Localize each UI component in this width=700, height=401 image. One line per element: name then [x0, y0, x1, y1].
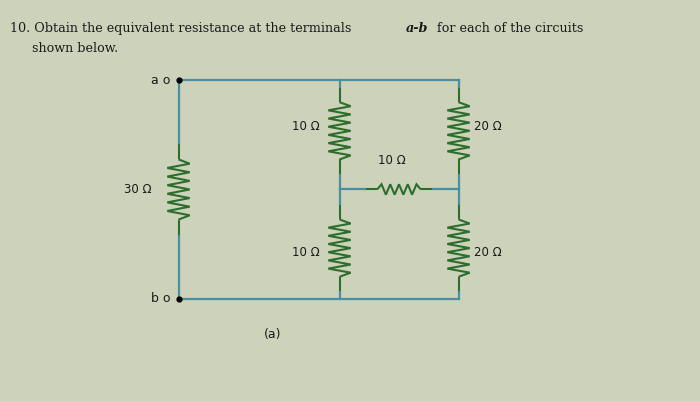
Text: shown below.: shown below.: [32, 42, 118, 55]
Text: 20 Ω: 20 Ω: [474, 120, 502, 133]
Text: for each of the circuits: for each of the circuits: [433, 22, 583, 35]
Text: (a): (a): [265, 328, 281, 341]
Text: 20 Ω: 20 Ω: [474, 246, 502, 259]
Text: 10 Ω: 10 Ω: [292, 246, 320, 259]
Text: 10 Ω: 10 Ω: [378, 154, 406, 167]
Text: 30 Ω: 30 Ω: [125, 183, 152, 196]
Text: b o: b o: [150, 292, 170, 305]
Text: a o: a o: [150, 74, 170, 87]
Text: 10 Ω: 10 Ω: [292, 120, 320, 133]
Text: 10. Obtain the equivalent resistance at the terminals: 10. Obtain the equivalent resistance at …: [10, 22, 356, 35]
Text: a-b: a-b: [406, 22, 428, 35]
